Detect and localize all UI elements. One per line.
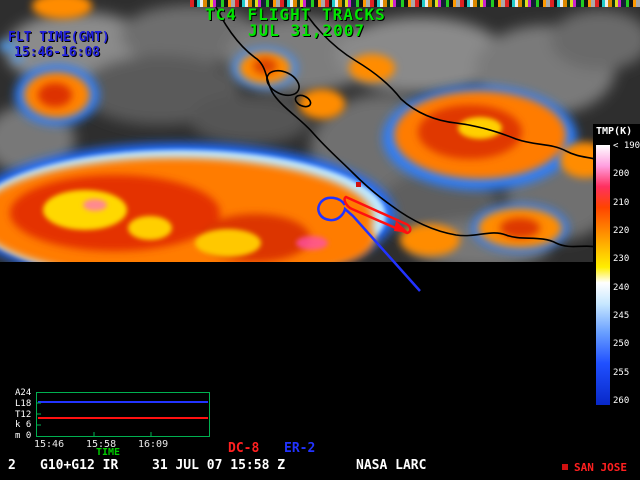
colorbar-label: 230 <box>613 254 630 264</box>
altitude-time-plot <box>36 392 210 437</box>
colorbar-label: 220 <box>613 226 630 236</box>
timecode-strip <box>190 0 640 7</box>
product-label: G10+G12 IR <box>40 458 119 473</box>
colorbar-gradient <box>596 145 610 405</box>
colorbar-title: TMP(K) <box>596 126 633 137</box>
colorbar-label: 250 <box>613 339 630 349</box>
page-title: TC4 FLIGHT TRACKS <box>205 5 386 24</box>
altitude-plot-lines <box>37 401 208 436</box>
san-jose-legend-square <box>562 464 568 470</box>
colorbar-label: 200 <box>613 169 630 179</box>
colorbar-label: < 190 <box>613 141 640 151</box>
colorbar-label: 255 <box>613 368 630 378</box>
san-jose-label: SAN JOSE <box>574 461 627 474</box>
alt-axis-label: k 6 <box>15 420 32 430</box>
colorbar-label: 245 <box>613 311 630 321</box>
flt-time-value: 15:46-16:08 <box>14 45 101 60</box>
satellite-ir-image <box>0 0 640 262</box>
colorbar-label: 240 <box>613 283 630 293</box>
legend-er2: ER-2 <box>284 441 316 456</box>
alt-axis-label: L18 <box>15 399 32 409</box>
colorbar-label: 260 <box>613 396 630 406</box>
legend-dc8: DC-8 <box>228 441 260 456</box>
time-tick: 16:09 <box>138 439 169 450</box>
image-datetime: 31 JUL 07 15:58 Z <box>152 458 286 473</box>
coastline-outline <box>212 0 606 248</box>
alt-axis-label: A24 <box>15 388 32 398</box>
time-tick: 15:46 <box>34 439 65 450</box>
colorbar-label: 210 <box>613 198 630 208</box>
time-axis-title: TIME <box>96 447 121 458</box>
satellite-clouds <box>0 0 640 262</box>
date-label: JUL 31,2007 <box>248 21 365 40</box>
frame-number: 2 <box>8 458 16 473</box>
time-tick: 15:58 <box>86 439 117 450</box>
alt-axis-label: T12 <box>15 410 32 420</box>
alt-axis-label: m 0 <box>15 431 32 441</box>
org-label: NASA LARC <box>356 458 427 473</box>
flt-time-label: FLT TIME(GMT) <box>8 30 110 45</box>
temperature-colorbar: TMP(K) < 190 200 210 220 230 240 245 250… <box>593 124 640 420</box>
